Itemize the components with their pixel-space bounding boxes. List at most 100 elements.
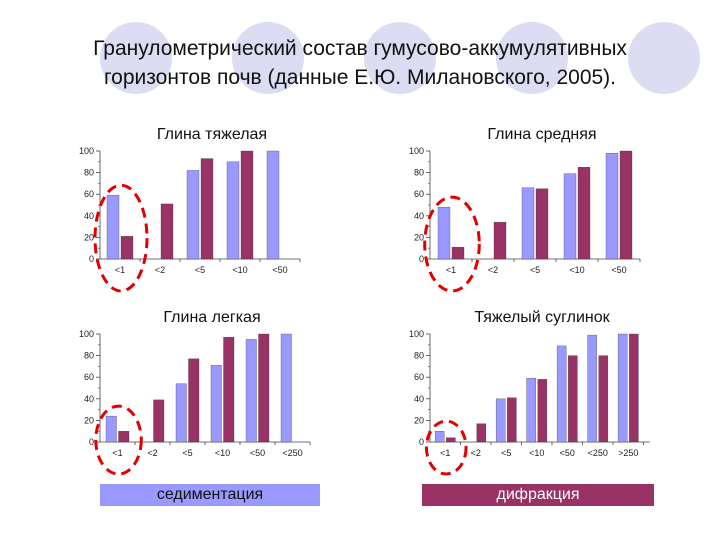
bar-diffraction (446, 437, 456, 443)
bar-diffraction (153, 399, 165, 443)
y-tick-label: 20 (84, 232, 94, 242)
slide-title-line-2: горизонтов почв (данные Е.Ю. Милановског… (103, 66, 617, 89)
chart-svg: 0 20 40 60 80 100 <1 <2 <5 <10 <50 (409, 146, 641, 293)
bar-diffraction (258, 333, 270, 443)
x-tick-label: <10 (569, 265, 584, 275)
y-tick-label: 100 (409, 146, 424, 156)
bar-diffraction (493, 222, 507, 260)
bar-sedimentation (210, 365, 222, 443)
decor-circle-3 (364, 22, 436, 94)
x-tick-label: <250 (282, 448, 302, 458)
chart-heavy-clay: Глина тяжелая 0 20 40 60 80 100 <1 <2 <5 <10 <50 (62, 126, 312, 296)
chart-heavy-loam: Тяжелый суглинок 0 20 40 60 80 100 <1 <2 <5 <10 <5… (392, 309, 652, 479)
y-tick-label: 40 (414, 211, 424, 221)
decor-circle-1 (100, 22, 172, 94)
x-tick-label: <1 (440, 448, 450, 458)
decor-circle-5 (628, 22, 700, 94)
bar-diffraction (451, 246, 465, 260)
chart-svg: 0 20 40 60 80 100 <1 <2 <5 <10 <50 <250 (79, 329, 311, 476)
slide-title-line-1: Гранулометрический состав гумусово-аккум… (93, 37, 627, 60)
bar-sedimentation (186, 170, 200, 260)
x-tick-label: <5 (530, 265, 540, 275)
bar-diffraction (120, 236, 134, 260)
bar-diffraction (118, 431, 130, 443)
chart-svg: 0 20 40 60 80 100 <1 <2 <5 <10 <50 (79, 146, 301, 293)
bar-diffraction (577, 167, 591, 260)
decor-circle-2 (232, 22, 304, 94)
bar-sedimentation (563, 173, 577, 260)
y-tick-label: 60 (414, 189, 424, 199)
highlight-ellipse (423, 195, 481, 293)
x-tick-label: <2 (155, 265, 165, 275)
bar-diffraction (629, 333, 639, 443)
highlight-ellipse (93, 183, 149, 293)
chart-title: Тяжелый суглинок (474, 309, 610, 326)
bar-sedimentation (587, 334, 597, 443)
bar-sedimentation (226, 161, 240, 260)
x-tick-label: <5 (501, 448, 511, 458)
bar-diffraction (476, 423, 487, 443)
bar-sedimentation (434, 431, 445, 443)
chart-svg: 0 20 40 60 80 100 <1 <2 <5 <10 <50 <250 >250 (409, 329, 650, 476)
bar-sedimentation (175, 383, 187, 443)
x-tick-label: <10 (215, 448, 230, 458)
x-tick-label: <50 (611, 265, 626, 275)
legend-sedimentation: седиментация (100, 484, 320, 506)
x-tick-label: <50 (250, 448, 265, 458)
bar-diffraction (507, 397, 517, 443)
y-tick-label: 60 (414, 372, 424, 382)
bar-diffraction (537, 379, 548, 443)
y-tick-label: 0 (419, 437, 424, 447)
highlight-ellipse (424, 419, 468, 476)
bar-sedimentation (437, 207, 451, 260)
y-tick-label: 0 (419, 254, 424, 264)
highlight-ellipse (94, 404, 143, 476)
bar-diffraction (568, 355, 578, 443)
bar-diffraction (223, 337, 235, 443)
x-tick-label: <1 (115, 265, 125, 275)
bar-sedimentation (495, 398, 506, 443)
y-tick-label: 40 (84, 394, 94, 404)
x-tick-label: <5 (195, 265, 205, 275)
decor-circle-4 (496, 22, 568, 94)
bar-sedimentation (526, 378, 536, 443)
slide-title: Гранулометрический состав гумусово-аккум… (20, 34, 700, 92)
y-tick-label: 80 (84, 351, 94, 361)
y-tick-label: 0 (89, 254, 94, 264)
bar-sedimentation (106, 195, 120, 260)
bar-diffraction (598, 355, 609, 443)
bar-sedimentation (605, 153, 619, 260)
x-tick-label: <1 (112, 448, 122, 458)
y-tick-label: 60 (84, 372, 94, 382)
bar-sedimentation (556, 345, 567, 443)
x-tick-label: <1 (446, 265, 456, 275)
y-tick-label: 100 (79, 146, 94, 156)
x-tick-label: <2 (147, 448, 157, 458)
chart-medium-clay: Глина средняя 0 20 40 60 80 100 <1 <2 <5 <10 <50 (392, 126, 642, 296)
bar-sedimentation (280, 333, 292, 443)
bar-diffraction (188, 358, 200, 443)
bar-sedimentation (245, 339, 257, 443)
bar-diffraction (535, 188, 549, 260)
y-tick-label: 40 (84, 211, 94, 221)
x-tick-label: <2 (471, 448, 481, 458)
x-tick-label: <10 (232, 265, 247, 275)
x-tick-label: <250 (588, 448, 608, 458)
bar-sedimentation (105, 415, 117, 443)
x-tick-label: <50 (272, 265, 287, 275)
bar-sedimentation (521, 187, 535, 260)
y-tick-label: 80 (84, 168, 94, 178)
y-tick-label: 100 (409, 329, 424, 339)
y-tick-label: 60 (84, 189, 94, 199)
y-tick-label: 80 (414, 351, 424, 361)
bar-sedimentation (266, 150, 280, 260)
chart-title: Глина легкая (163, 309, 261, 326)
x-tick-label: <10 (529, 448, 544, 458)
y-tick-label: 20 (414, 232, 424, 242)
x-tick-label: <2 (488, 265, 498, 275)
bar-diffraction (619, 150, 633, 260)
x-tick-label: <5 (182, 448, 192, 458)
y-tick-label: 0 (89, 437, 94, 447)
y-tick-label: 40 (414, 394, 424, 404)
bar-diffraction (200, 158, 214, 260)
